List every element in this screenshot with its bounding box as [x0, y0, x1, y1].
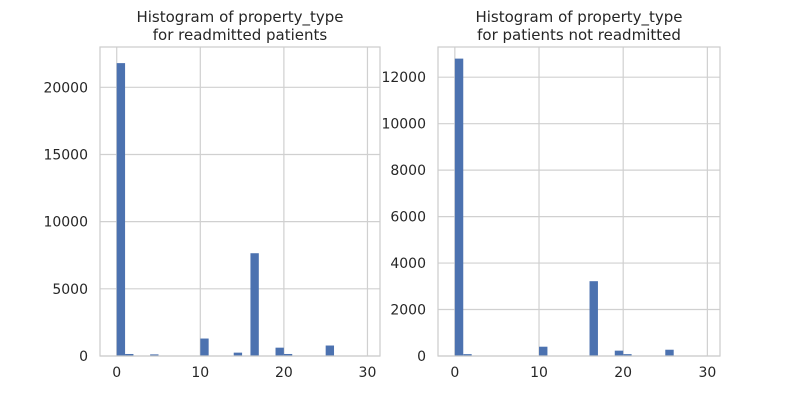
histogram-bar: [150, 354, 159, 356]
y-tick-label: 0: [417, 349, 426, 365]
histogram-bar: [665, 349, 674, 356]
histogram-bars: [116, 63, 335, 357]
chart-title-line2: for readmitted patients: [153, 26, 328, 44]
histogram-bar: [275, 347, 284, 356]
gridlines: [100, 47, 380, 357]
y-tick-label: 0: [79, 349, 88, 365]
y-tick-label: 6000: [390, 210, 426, 226]
histogram-bar: [250, 253, 259, 356]
x-tick-label: 0: [450, 365, 459, 381]
y-tick-label: 8000: [390, 163, 426, 179]
axes-frame: [99, 46, 381, 357]
histogram-bar: [200, 338, 209, 356]
histogram-bar: [463, 354, 472, 356]
y-tick-label: 20000: [43, 80, 88, 96]
x-tick-label: 30: [698, 365, 716, 381]
histogram-bar: [539, 346, 548, 356]
y-tick-label: 2000: [390, 303, 426, 319]
histogram-bar: [614, 350, 624, 356]
histogram-bar: [589, 281, 598, 356]
y-tick-label: 12000: [381, 70, 426, 86]
histogram-bars: [454, 58, 674, 356]
x-tick-label: 20: [275, 365, 293, 381]
axes-frame: [437, 46, 721, 357]
chart-right-not-readmitted: Histogram of property_type for patients …: [381, 8, 721, 381]
histogram-bar: [325, 345, 335, 356]
y-tick-label: 10000: [43, 215, 88, 231]
chart-left-readmitted: Histogram of property_type for readmitte…: [43, 8, 381, 381]
histogram-bar: [125, 353, 134, 356]
histogram-bar: [116, 63, 126, 357]
x-tick-label: 30: [359, 365, 377, 381]
chart-title-line2: for patients not readmitted: [477, 26, 681, 44]
y-tick-label: 4000: [390, 256, 426, 272]
x-tick-label: 10: [530, 365, 548, 381]
tick-labels: 0 10 20 30 0 5000 10000 15000 20000: [43, 80, 376, 381]
x-tick-label: 20: [614, 365, 632, 381]
histogram-bar: [283, 353, 293, 356]
y-tick-label: 15000: [43, 147, 88, 163]
chart-title-line1: Histogram of property_type: [136, 8, 343, 27]
x-tick-label: 10: [191, 365, 209, 381]
histogram-bar: [454, 58, 464, 356]
chart-title-line1: Histogram of property_type: [475, 8, 682, 27]
histogram-bar: [623, 354, 632, 356]
axes-spine: [99, 46, 381, 357]
tick-labels: 0 10 20 30 0 2000 4000 6000 8000 10000 12000: [381, 70, 716, 381]
gridlines: [438, 47, 720, 357]
axes-spine: [437, 46, 721, 357]
y-tick-label: 10000: [381, 117, 426, 133]
histogram-bar: [233, 352, 243, 356]
x-tick-label: 0: [112, 365, 121, 381]
y-tick-label: 5000: [52, 282, 88, 298]
